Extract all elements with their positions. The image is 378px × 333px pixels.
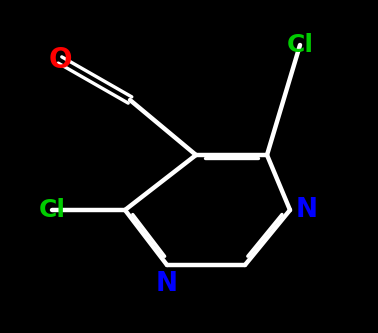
Text: O: O	[48, 46, 72, 74]
Text: Cl: Cl	[287, 33, 313, 57]
Text: Cl: Cl	[39, 198, 65, 222]
Text: N: N	[156, 271, 178, 297]
Text: N: N	[296, 197, 318, 223]
